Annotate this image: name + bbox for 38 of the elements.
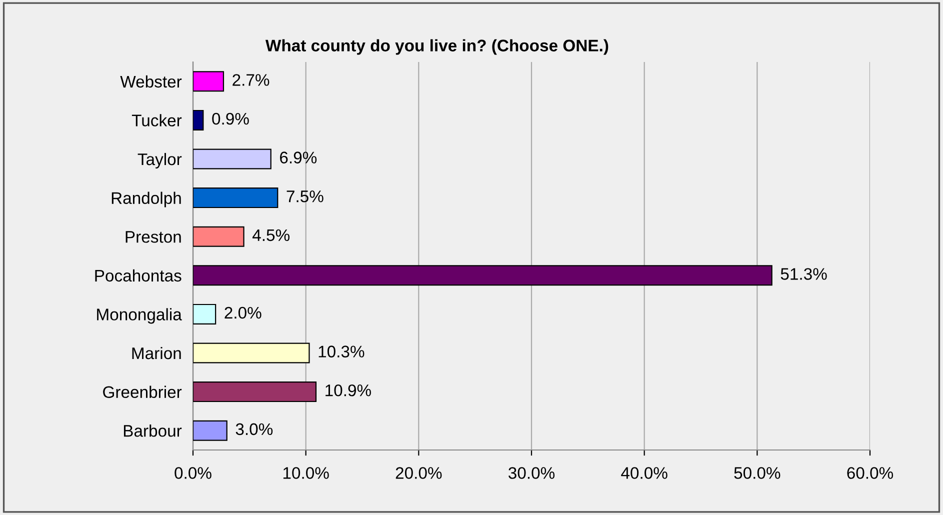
- bar: [193, 304, 216, 324]
- data-label: 2.7%: [232, 74, 270, 86]
- bar: [193, 342, 310, 364]
- data-label: 10.3%: [318, 346, 364, 358]
- x-tick-label: 20.0%: [396, 467, 442, 479]
- x-tick-label: 30.0%: [508, 467, 555, 479]
- data-label: 2.0%: [224, 306, 262, 319]
- y-tick-label: Pocahontas: [95, 269, 182, 282]
- x-tick-label: 10.0%: [283, 467, 329, 479]
- data-label: 10.9%: [326, 384, 371, 396]
- y-tick-label: Greenbrier: [103, 386, 182, 398]
- chart-title: What county do you live in? (Choose ONE.): [265, 39, 608, 55]
- bar: [193, 265, 772, 286]
- x-tick-label: 40.0%: [621, 467, 668, 479]
- y-tick-label: Tucker: [132, 114, 182, 126]
- data-label: 0.9%: [212, 112, 249, 125]
- data-label: 7.5%: [286, 190, 324, 202]
- bar: [193, 71, 224, 92]
- bar: [193, 420, 228, 441]
- bar: [193, 382, 317, 402]
- y-tick-label: Monongalia: [97, 308, 182, 324]
- bar: [193, 148, 272, 170]
- y-tick-label: Preston: [126, 231, 181, 243]
- x-tick-label: 0.0%: [174, 467, 212, 479]
- data-label: 4.5%: [252, 229, 290, 242]
- x-tick-label: 50.0%: [734, 467, 780, 479]
- y-tick-label: Webster: [120, 75, 182, 88]
- x-tick-label: 60.0%: [847, 467, 894, 479]
- y-tick-label: Marion: [132, 346, 181, 360]
- y-tick-label: Taylor: [138, 152, 182, 168]
- y-tick-label: Barbour: [124, 424, 182, 437]
- data-label: 6.9%: [280, 152, 317, 164]
- y-tick-label: Randolph: [112, 192, 181, 208]
- data-label: 51.3%: [780, 268, 827, 280]
- bar: [193, 226, 244, 247]
- data-label: 3.0%: [236, 423, 273, 436]
- bar: [193, 188, 278, 208]
- bar: [193, 110, 204, 130]
